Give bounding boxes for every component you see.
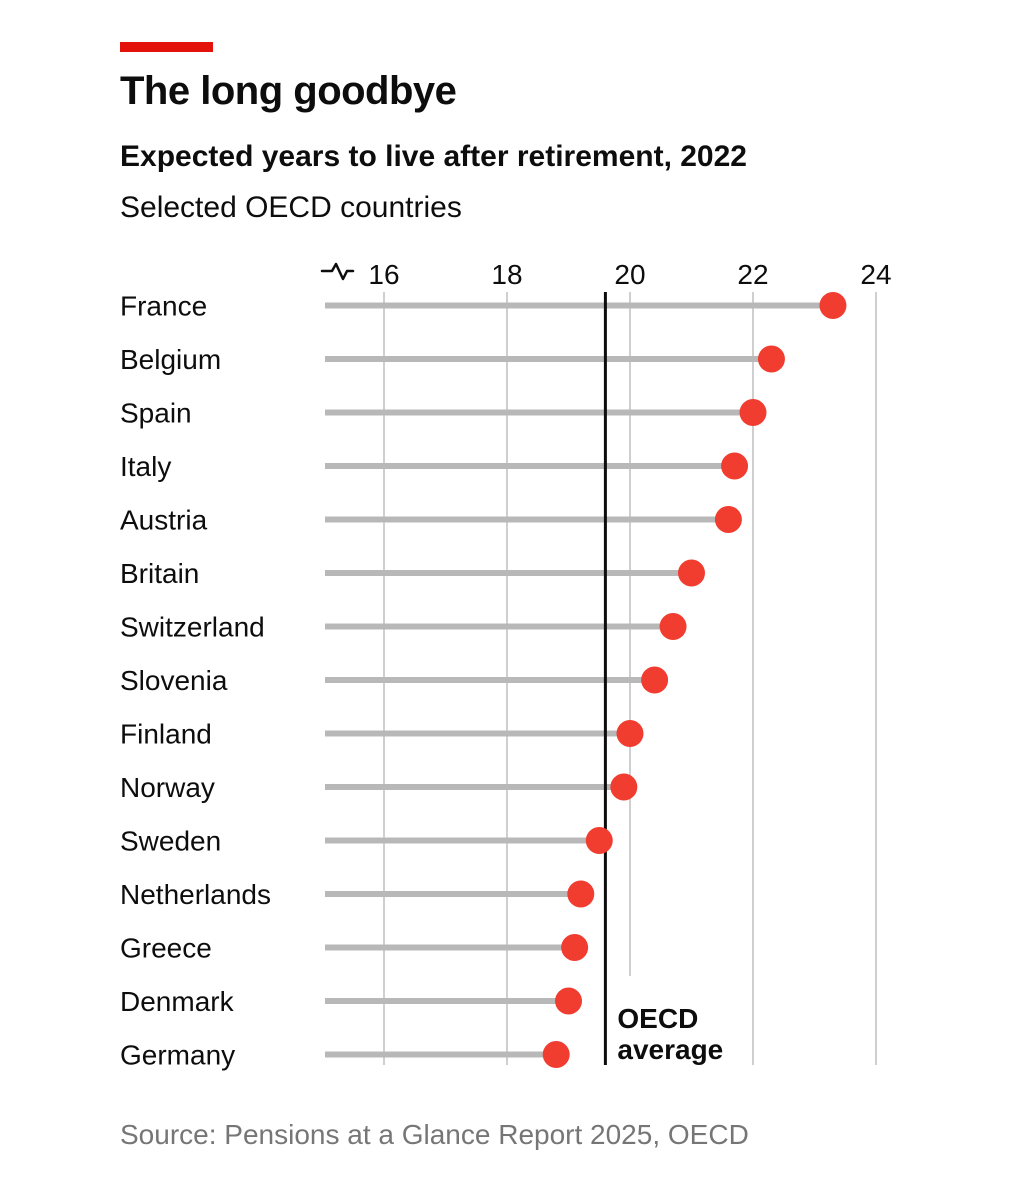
dot-slovenia bbox=[641, 666, 669, 694]
category-label-sweden: Sweden bbox=[120, 826, 221, 857]
axis-tick-label-16: 16 bbox=[368, 259, 399, 290]
dot-britain bbox=[678, 559, 705, 587]
dot-netherlands bbox=[567, 880, 595, 908]
dot-finland bbox=[616, 720, 644, 747]
category-label-slovenia: Slovenia bbox=[120, 665, 228, 696]
axis-break-icon bbox=[320, 262, 355, 281]
dot-switzerland bbox=[659, 613, 687, 640]
axis-tick-label-24: 24 bbox=[860, 259, 891, 290]
category-label-spain: Spain bbox=[120, 398, 192, 429]
dot-belgium bbox=[757, 345, 785, 373]
dot-italy bbox=[721, 452, 749, 480]
category-label-finland: Finland bbox=[120, 719, 212, 750]
axis-tick-label-22: 22 bbox=[737, 259, 768, 290]
dot-germany bbox=[542, 1041, 570, 1068]
dot-denmark bbox=[555, 987, 582, 1015]
category-label-italy: Italy bbox=[120, 451, 171, 482]
chart-title: The long goodbye bbox=[120, 69, 457, 113]
source-note: Source: Pensions at a Glance Report 2025… bbox=[120, 1119, 749, 1150]
chart-dek: Selected OECD countries bbox=[120, 191, 462, 224]
dot-spain bbox=[739, 399, 767, 426]
category-label-netherlands: Netherlands bbox=[120, 879, 271, 910]
dot-sweden bbox=[585, 827, 613, 854]
axis-tick-label-18: 18 bbox=[491, 259, 522, 290]
dot-austria bbox=[714, 506, 742, 533]
dot-plot-chart: 16 18 20 22 24 France Belgium Spain Italy Austria… bbox=[120, 259, 892, 1071]
dot-greece bbox=[561, 934, 589, 961]
dot-france bbox=[819, 292, 847, 319]
chart-subtitle: Expected years to live after retirement,… bbox=[120, 140, 747, 173]
oecd-average-label-line1: OECD bbox=[617, 1003, 698, 1034]
category-label-denmark: Denmark bbox=[120, 986, 235, 1017]
category-label-norway: Norway bbox=[120, 772, 215, 803]
category-label-belgium: Belgium bbox=[120, 344, 221, 375]
category-label-germany: Germany bbox=[120, 1040, 235, 1071]
axis-tick-label-20: 20 bbox=[614, 259, 645, 290]
category-label-greece: Greece bbox=[120, 933, 212, 964]
category-label-britain: Britain bbox=[120, 558, 199, 589]
oecd-average-label-line2: average bbox=[617, 1034, 723, 1065]
category-label-france: France bbox=[120, 291, 207, 322]
category-label-switzerland: Switzerland bbox=[120, 612, 265, 643]
dot-norway bbox=[610, 773, 638, 801]
accent-bar bbox=[120, 42, 213, 52]
category-label-austria: Austria bbox=[120, 505, 208, 536]
